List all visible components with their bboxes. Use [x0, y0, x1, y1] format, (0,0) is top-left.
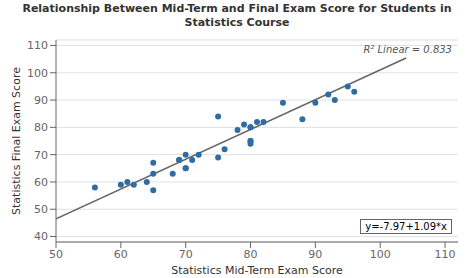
- svg-text:80: 80: [244, 248, 258, 261]
- svg-text:110: 110: [435, 248, 456, 261]
- svg-text:Statistics Mid-Term Exam Score: Statistics Mid-Term Exam Score: [171, 264, 343, 277]
- svg-text:50: 50: [34, 203, 48, 216]
- svg-text:100: 100: [370, 248, 391, 261]
- svg-text:70: 70: [34, 149, 48, 162]
- svg-text:40: 40: [34, 230, 48, 243]
- svg-text:70: 70: [179, 248, 193, 261]
- svg-text:Statistics Final Exam Score: Statistics Final Exam Score: [10, 67, 23, 215]
- svg-text:100: 100: [27, 67, 48, 80]
- svg-text:60: 60: [34, 176, 48, 189]
- svg-text:80: 80: [34, 121, 48, 134]
- svg-text:90: 90: [34, 94, 48, 107]
- svg-text:110: 110: [27, 39, 48, 52]
- svg-text:90: 90: [308, 248, 322, 261]
- svg-text:50: 50: [49, 248, 63, 261]
- svg-text:60: 60: [114, 248, 128, 261]
- html-text:y=-7.97+1.09*x: y=-7.97+1.09*x: [365, 221, 447, 232]
- html-text:Relationship Between Mid-Term: Relationship Between Mid-Term and Final …: [22, 2, 452, 29]
- html-text:R² Linear = 0.833: R² Linear = 0.833: [363, 44, 452, 55]
